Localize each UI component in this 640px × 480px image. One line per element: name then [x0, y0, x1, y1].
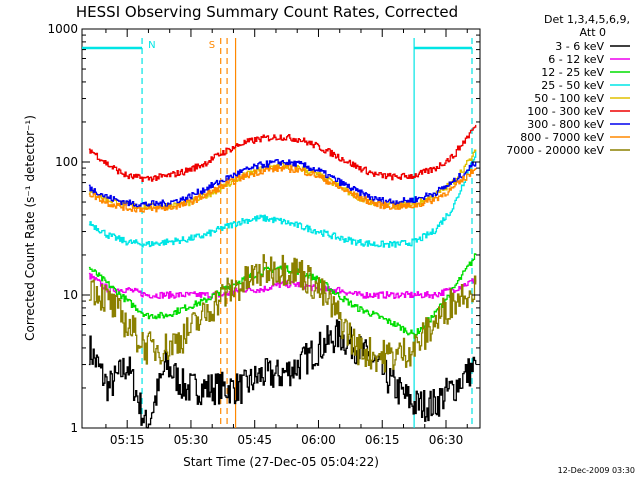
legend-label: 300 - 800 keV	[527, 118, 604, 131]
series-line-0	[88, 319, 477, 429]
legend-label: 800 - 7000 keV	[520, 131, 604, 144]
y-tick-label: 100	[55, 155, 78, 169]
x-tick-label: 06:30	[429, 433, 464, 447]
series-line-7	[88, 164, 477, 213]
legend-header-line-1: Det 1,3,4,5,6,9,	[544, 13, 630, 26]
annotation-n: N	[82, 38, 473, 428]
y-tick-label: 1000	[47, 22, 78, 36]
annotation-s: S	[209, 38, 237, 428]
x-tick-label: 06:15	[365, 433, 400, 447]
series-line-5	[88, 124, 477, 183]
y-axis-label: Corrected Count Rate (s⁻¹ detector⁻¹)	[23, 115, 37, 341]
series-line-2	[88, 253, 477, 339]
series-line-1	[88, 272, 477, 299]
legend-label: 25 - 50 keV	[541, 79, 604, 92]
y-tick-label: 10	[63, 288, 78, 302]
plot-frame	[81, 28, 481, 429]
x-tick-label: 05:45	[237, 433, 272, 447]
legend-label: 7000 - 20000 keV	[506, 144, 604, 157]
series-line-8	[88, 254, 477, 373]
series-line-6	[88, 158, 477, 208]
x-tick-label: 06:00	[301, 433, 336, 447]
x-axis-ticks: 05:15 05:30 05:45 06:00 06:15 06:30	[105, 29, 468, 447]
y-axis-ticks: 1 10 100 1000	[47, 22, 480, 435]
timestamp: 12-Dec-2009 03:30	[558, 466, 635, 475]
legend-label: 50 - 100 keV	[534, 92, 604, 105]
series-line-3	[88, 151, 477, 248]
y-tick-label: 1	[70, 421, 78, 435]
annotation-label: S	[209, 40, 215, 51]
series-layer	[88, 124, 477, 429]
legend-header-line-2: Att 0	[580, 26, 606, 39]
legend-label: 12 - 25 keV	[541, 66, 604, 79]
x-tick-label: 05:30	[174, 433, 209, 447]
legend-label: 6 - 12 keV	[548, 53, 604, 66]
annotation-label: N	[148, 40, 155, 51]
x-axis-label: Start Time (27-Dec-05 05:04:22)	[183, 455, 379, 469]
legend-label: 3 - 6 keV	[555, 40, 604, 53]
chart-title: HESSI Observing Summary Count Rates, Cor…	[76, 3, 458, 21]
x-tick-label: 05:15	[110, 433, 145, 447]
legend-label: 100 - 300 keV	[527, 105, 604, 118]
